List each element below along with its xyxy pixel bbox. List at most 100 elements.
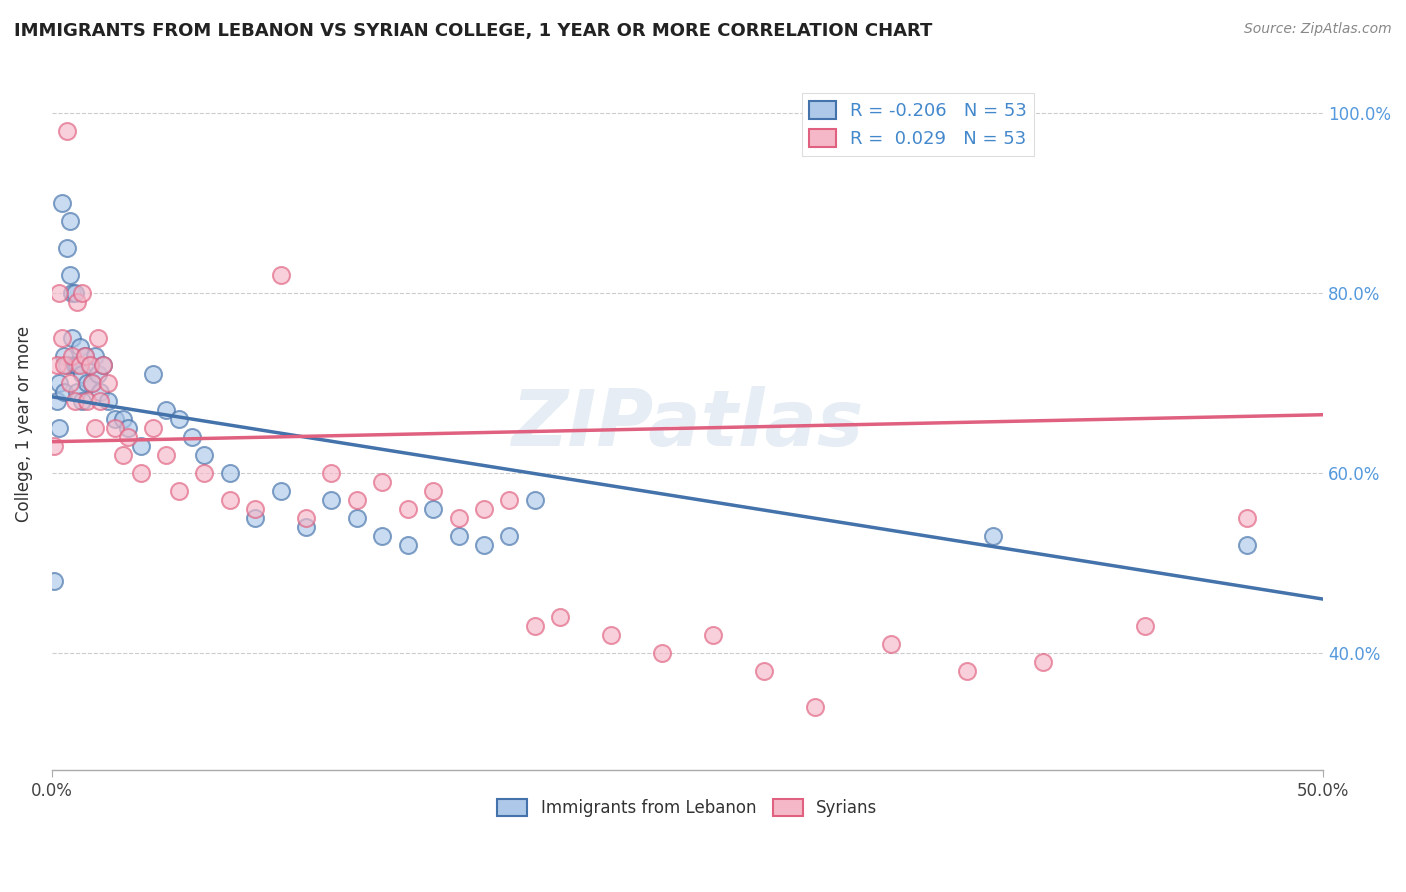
Point — [193, 466, 215, 480]
Point — [91, 358, 114, 372]
Point — [472, 502, 495, 516]
Point — [58, 214, 80, 228]
Point — [111, 448, 134, 462]
Point — [117, 430, 139, 444]
Point — [60, 286, 83, 301]
Point — [104, 421, 127, 435]
Point — [86, 331, 108, 345]
Point — [752, 664, 775, 678]
Point — [981, 529, 1004, 543]
Point — [79, 358, 101, 372]
Point — [53, 385, 76, 400]
Point — [155, 403, 177, 417]
Point — [523, 619, 546, 633]
Point — [702, 628, 724, 642]
Point — [447, 511, 470, 525]
Point — [82, 376, 104, 391]
Point — [51, 331, 73, 345]
Point — [142, 421, 165, 435]
Point — [270, 484, 292, 499]
Point — [60, 331, 83, 345]
Point — [48, 286, 70, 301]
Point — [550, 610, 572, 624]
Legend: Immigrants from Lebanon, Syrians: Immigrants from Lebanon, Syrians — [491, 792, 884, 824]
Point — [84, 421, 107, 435]
Text: IMMIGRANTS FROM LEBANON VS SYRIAN COLLEGE, 1 YEAR OR MORE CORRELATION CHART: IMMIGRANTS FROM LEBANON VS SYRIAN COLLEG… — [14, 22, 932, 40]
Text: Source: ZipAtlas.com: Source: ZipAtlas.com — [1244, 22, 1392, 37]
Point — [48, 421, 70, 435]
Point — [69, 340, 91, 354]
Point — [60, 349, 83, 363]
Point — [1236, 538, 1258, 552]
Point — [76, 394, 98, 409]
Point — [91, 358, 114, 372]
Point — [69, 358, 91, 372]
Point — [600, 628, 623, 642]
Point — [270, 268, 292, 283]
Point — [89, 394, 111, 409]
Point — [155, 448, 177, 462]
Point — [129, 439, 152, 453]
Point — [167, 412, 190, 426]
Point — [56, 124, 79, 138]
Point — [243, 511, 266, 525]
Point — [63, 286, 86, 301]
Point — [89, 385, 111, 400]
Point — [1236, 511, 1258, 525]
Point — [880, 637, 903, 651]
Point — [66, 385, 89, 400]
Point — [84, 349, 107, 363]
Point — [193, 448, 215, 462]
Point — [129, 466, 152, 480]
Point — [498, 529, 520, 543]
Point — [371, 529, 394, 543]
Point — [218, 493, 240, 508]
Point — [472, 538, 495, 552]
Point — [321, 493, 343, 508]
Point — [63, 394, 86, 409]
Point — [66, 358, 89, 372]
Text: ZIPatlas: ZIPatlas — [512, 385, 863, 462]
Point — [371, 475, 394, 490]
Point — [218, 466, 240, 480]
Point — [72, 368, 94, 382]
Point — [97, 376, 120, 391]
Point — [321, 466, 343, 480]
Point — [243, 502, 266, 516]
Point — [104, 412, 127, 426]
Point — [56, 241, 79, 255]
Point — [79, 358, 101, 372]
Point — [422, 502, 444, 516]
Point — [58, 268, 80, 283]
Point — [45, 358, 67, 372]
Point — [346, 493, 368, 508]
Point — [44, 574, 66, 588]
Point — [295, 511, 318, 525]
Point — [346, 511, 368, 525]
Point — [86, 368, 108, 382]
Point — [63, 358, 86, 372]
Point — [72, 286, 94, 301]
Point — [82, 376, 104, 391]
Y-axis label: College, 1 year or more: College, 1 year or more — [15, 326, 32, 522]
Point — [48, 376, 70, 391]
Point — [447, 529, 470, 543]
Point — [73, 349, 96, 363]
Point — [396, 538, 419, 552]
Point — [803, 700, 825, 714]
Point — [76, 376, 98, 391]
Point — [117, 421, 139, 435]
Point — [651, 646, 673, 660]
Point — [295, 520, 318, 534]
Point — [66, 295, 89, 310]
Point — [44, 439, 66, 453]
Point — [396, 502, 419, 516]
Point — [498, 493, 520, 508]
Point — [167, 484, 190, 499]
Point — [45, 394, 67, 409]
Point — [51, 196, 73, 211]
Point — [180, 430, 202, 444]
Point — [53, 358, 76, 372]
Point — [422, 484, 444, 499]
Point — [53, 349, 76, 363]
